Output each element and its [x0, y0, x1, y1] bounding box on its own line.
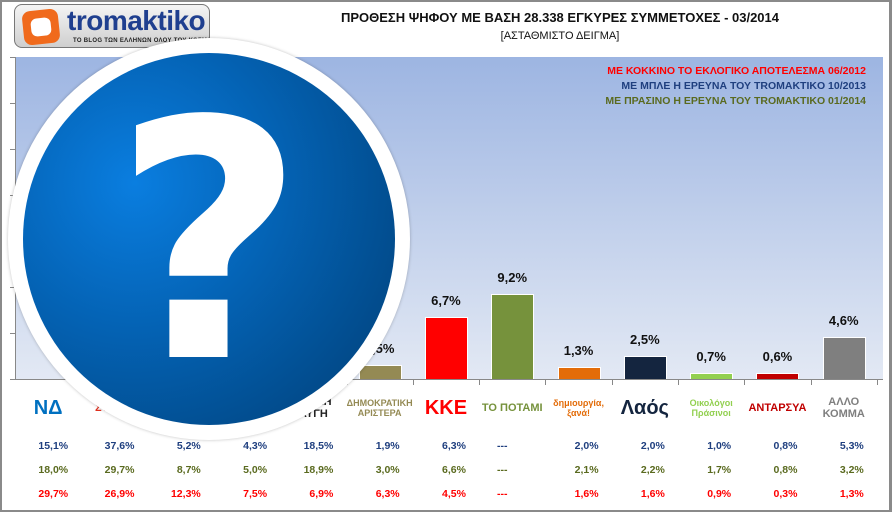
table-cell-blue-10-2013: 2,0% [574, 440, 599, 452]
table-cell-red-06-2012: 6,9% [309, 488, 334, 500]
bar-value-label: 4,6% [828, 312, 859, 328]
blogger-icon [21, 8, 61, 46]
table-cell-red-06-2012: 1,6% [574, 488, 599, 500]
bar [690, 372, 734, 379]
bar-value-label: 9,2% [497, 270, 528, 286]
legend-green: ΜΕ ΠΡΑΣΙΝΟ Η ΕΡΕΥΝΑ ΤΟΥ TROMAKTIKO 01/20… [605, 95, 866, 107]
party-logo: ΑΝΤΑΡΣΥΑ [748, 402, 807, 414]
table-cell-red-06-2012: 1,3% [839, 488, 864, 500]
table-cell-blue-10-2013: 1,0% [707, 440, 732, 452]
chart-title: ΠΡΟΘΕΣΗ ΨΗΦΟΥ ΜΕ ΒΑΣΗ 28.338 ΕΓΚΥΡΕΣ ΣΥΜ… [340, 10, 780, 25]
table-cell-red-06-2012: --- [497, 488, 508, 500]
bar-value-label: 2,5% [630, 332, 660, 347]
legend-red: ΜΕ ΚΟΚΚΙΝΟ ΤΟ ΕΚΛΟΓΙΚΟ ΑΠΟΤΕΛΕΣΜΑ 06/201… [607, 65, 866, 77]
y-tick [10, 103, 16, 104]
x-tick [876, 379, 878, 385]
table-cell-red-06-2012: 6,3% [375, 488, 400, 500]
table-cell-red-06-2012: 1,6% [640, 488, 665, 500]
table-cell-green-01-2014: 3,0% [375, 464, 400, 476]
table-cell-blue-10-2013: 2,0% [640, 440, 665, 452]
table-cell-blue-10-2013: 15,1% [38, 440, 69, 452]
bar [491, 294, 535, 379]
table-cell-blue-10-2013: 18,5% [303, 440, 334, 452]
y-tick [10, 333, 16, 334]
table-cell-red-06-2012: 29,7% [38, 488, 69, 500]
table-cell-red-06-2012: 0,3% [773, 488, 798, 500]
table-cell-green-01-2014: 8,7% [176, 464, 201, 476]
y-tick [10, 57, 16, 58]
table-cell-blue-10-2013: 0,8% [773, 440, 798, 452]
table-cell-green-01-2014: 1,7% [707, 464, 732, 476]
bar-value-label: 6,7% [431, 293, 461, 309]
table-cell-blue-10-2013: 1,9% [375, 440, 400, 452]
question-mark-overlay: ? [8, 38, 410, 440]
table-cell-red-06-2012: 12,3% [170, 488, 201, 500]
table-cell-green-01-2014: 6,6% [442, 464, 466, 476]
party-logo: Λαός [620, 396, 669, 419]
party-logo: Οικολόγοι Πράσινοι [689, 398, 733, 418]
logo-subtext: ΤΟ BLOG ΤΩΝ ΕΛΛΗΝΩΝ ΟΛΟΥ ΤΟΥ ΚΟΣΜΟΥ [73, 38, 210, 44]
table-cell-red-06-2012: 0,9% [707, 488, 732, 500]
x-tick [545, 379, 547, 385]
table-cell-green-01-2014: 2,1% [574, 464, 599, 476]
bar [822, 336, 866, 379]
table-cell-red-06-2012: 4,5% [442, 488, 466, 500]
x-tick [412, 379, 414, 385]
legend: ΜΕ ΚΟΚΚΙΝΟ ΤΟ ΕΚΛΟΓΙΚΟ ΑΠΟΤΕΛΕΣΜΑ 06/201… [605, 64, 866, 109]
party-logo: ΚΚΕ [424, 396, 468, 419]
table-cell-green-01-2014: --- [497, 464, 508, 476]
chart-subtitle: [ΑΣΤΑΘΜΙΣΤΟ ΔΕΙΓΜΑ] [500, 30, 620, 42]
table-cell-red-06-2012: 26,9% [104, 488, 135, 500]
table-cell-green-01-2014: 3,2% [839, 464, 864, 476]
party-logo: ΔΗΜΟΚΡΑΤΙΚΗ ΑΡΙΣΤΕΡΑ [346, 398, 413, 418]
table-cell-green-01-2014: 29,7% [104, 464, 135, 476]
x-tick [611, 379, 613, 385]
bar [424, 317, 468, 379]
table-cell-blue-10-2013: 5,2% [176, 440, 201, 452]
bar-value-label: 1,3% [563, 343, 594, 359]
y-tick [10, 379, 16, 380]
party-logo: ΤΟ ΠΟΤΑΜΙ [481, 402, 543, 414]
bar [756, 373, 800, 379]
table-cell-green-01-2014: 0,8% [773, 464, 798, 476]
y-tick [10, 149, 16, 150]
x-tick [479, 379, 481, 385]
table-cell-green-01-2014: 18,9% [303, 464, 334, 476]
table-cell-green-01-2014: 18,0% [38, 464, 69, 476]
x-tick [744, 379, 746, 385]
table-cell-green-01-2014: 5,0% [243, 464, 268, 476]
question-mark-icon: ? [23, 53, 395, 425]
x-tick [810, 379, 812, 385]
bar-value-label: 0,7% [696, 348, 726, 364]
table-cell-blue-10-2013: --- [497, 440, 508, 452]
party-logo: δημιουργία, ξανά! [553, 398, 604, 418]
table-cell-blue-10-2013: 4,3% [243, 440, 268, 452]
x-tick [678, 379, 679, 385]
bar-value-label: 0,6% [762, 349, 793, 365]
x-axis [10, 379, 883, 380]
bar [557, 367, 601, 379]
table-cell-blue-10-2013: 5,3% [839, 440, 864, 452]
party-logo: ΝΔ [33, 396, 63, 419]
party-logo: ΑΛΛΟ ΚΟΜΜΑ [822, 396, 865, 420]
logo-text: tromaktiko [67, 5, 206, 36]
table-cell-red-06-2012: 7,5% [243, 488, 268, 500]
table-cell-green-01-2014: 2,2% [640, 464, 665, 476]
legend-blue: ΜΕ ΜΠΛΕ Η ΕΡΕΥΝΑ ΤΟΥ TROMAKTIKO 10/2013 [621, 80, 866, 92]
table-cell-blue-10-2013: 37,6% [104, 440, 135, 452]
table-cell-blue-10-2013: 6,3% [442, 440, 466, 452]
bar [623, 356, 667, 379]
